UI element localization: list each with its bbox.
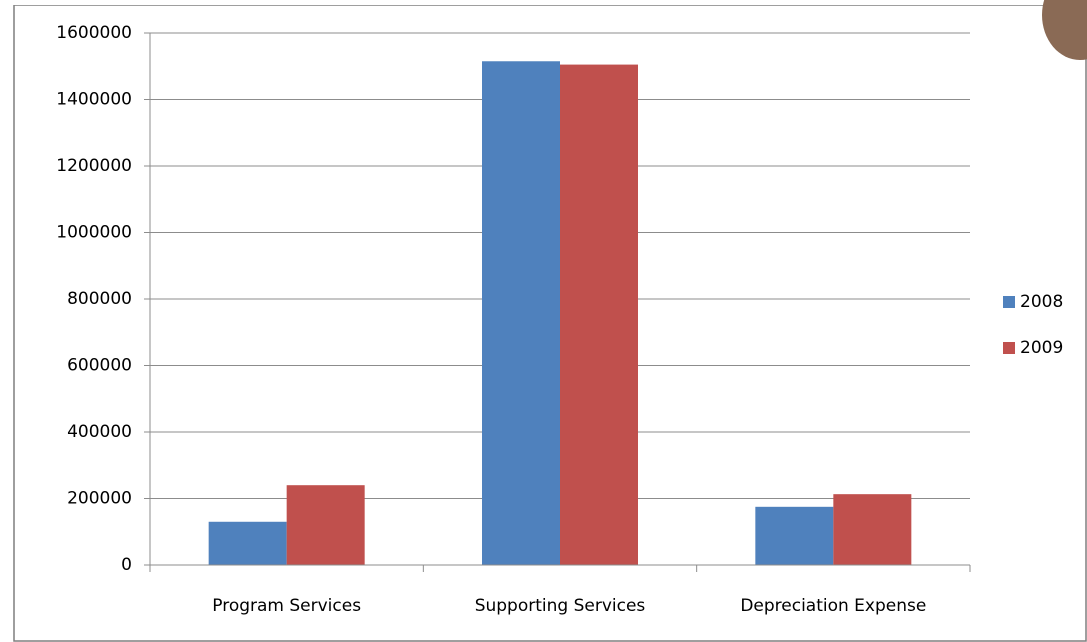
legend-swatch — [1003, 342, 1015, 354]
y-tick-label: 600000 — [67, 356, 132, 376]
legend-label: 2008 — [1020, 292, 1063, 312]
top-strip — [0, 0, 1087, 5]
y-tick-label: 1000000 — [56, 223, 132, 243]
bar — [755, 506, 834, 565]
decorative-image — [1042, 0, 1087, 60]
y-tick-label: 1600000 — [56, 23, 132, 43]
legend-swatch — [1003, 296, 1015, 308]
x-tick-label: Program Services — [212, 596, 361, 616]
bar — [286, 485, 365, 565]
y-tick-label: 1200000 — [56, 156, 132, 176]
y-tick-label: 200000 — [67, 489, 132, 509]
y-tick-label: 1400000 — [56, 90, 132, 110]
x-tick-label: Depreciation Expense — [740, 596, 926, 616]
y-tick-label: 400000 — [67, 422, 132, 442]
y-tick-label: 800000 — [67, 289, 132, 309]
legend-label: 2009 — [1020, 338, 1063, 358]
y-tick-label: 0 — [121, 555, 132, 575]
bar — [833, 494, 912, 565]
x-tick-label: Supporting Services — [475, 596, 646, 616]
bar — [560, 64, 638, 566]
bar — [482, 61, 560, 565]
bar — [208, 521, 287, 565]
